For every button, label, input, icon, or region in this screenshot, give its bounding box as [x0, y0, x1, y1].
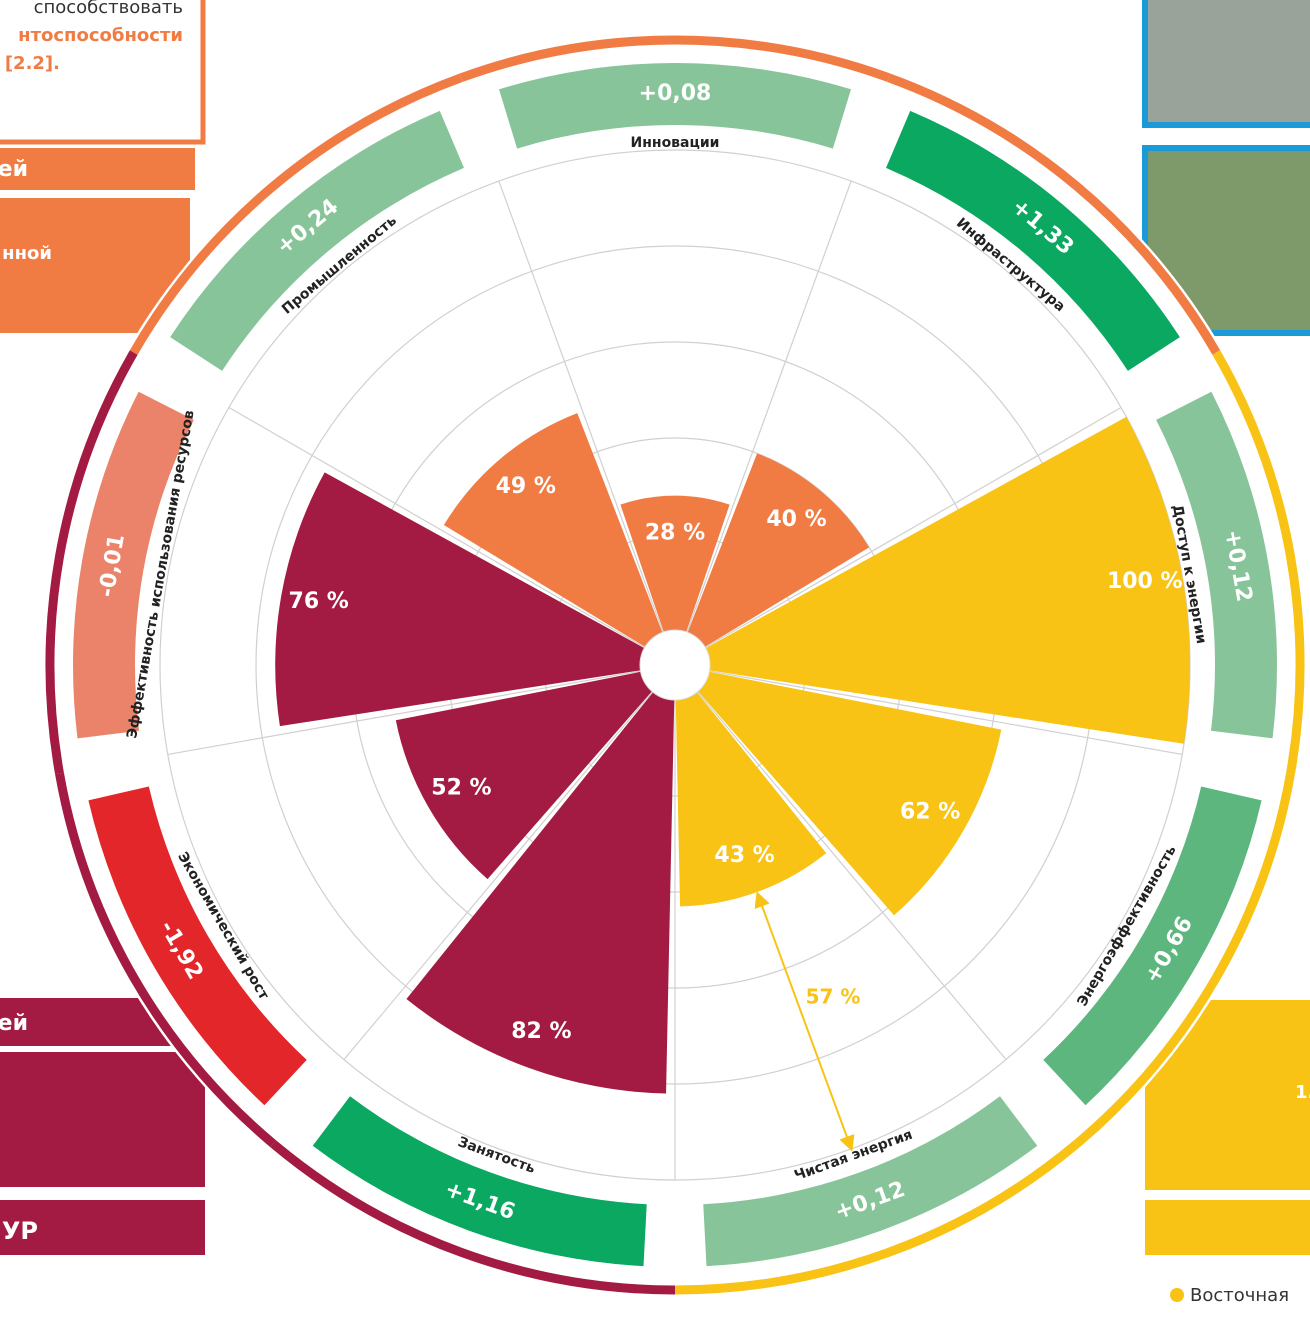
score-label: +0,08 [639, 81, 712, 106]
ring [45, 350, 138, 775]
side-text: нтоспособности [18, 25, 183, 46]
wedge [275, 472, 645, 727]
wedge [698, 671, 1002, 916]
panel-header [0, 1200, 205, 1255]
grid-spoke [498, 180, 664, 633]
score-band [498, 63, 852, 149]
text-panel [0, 0, 206, 145]
score-band [170, 110, 465, 371]
category-label: Инновации [631, 135, 720, 151]
panel [0, 1052, 205, 1187]
wedge [443, 413, 663, 647]
value-label: 40 % [766, 507, 826, 532]
grid-spoke [343, 691, 653, 1060]
ring [674, 1140, 1080, 1295]
value-label: 62 % [900, 799, 960, 824]
value-label: 49 % [496, 474, 556, 499]
side-text: ей [0, 157, 28, 182]
ring [129, 73, 463, 355]
wedge [620, 495, 730, 632]
photo [1142, 145, 1310, 336]
panel-header [1145, 1200, 1310, 1255]
wedge [687, 453, 870, 647]
side-text: способствовать [34, 0, 183, 18]
score-band [703, 1096, 1038, 1267]
wedge [705, 416, 1190, 744]
ring [1212, 350, 1305, 775]
grid-spoke [167, 670, 641, 756]
grid-spoke [686, 180, 852, 633]
annotation: 57 % [806, 985, 861, 1009]
score-band [1156, 391, 1277, 739]
center-hole [639, 629, 711, 701]
side-text: нной [2, 243, 52, 264]
wedge [675, 692, 827, 907]
side-text: Восточная [1190, 1285, 1289, 1306]
grid-spoke [697, 691, 1007, 1060]
side-text: ей [0, 1011, 28, 1036]
score-band [88, 786, 307, 1106]
value-label: 52 % [431, 775, 491, 800]
grid-spoke [705, 406, 1122, 649]
ring [887, 73, 1221, 355]
value-label: 76 % [289, 589, 349, 614]
ring [1073, 772, 1295, 1148]
value-label: 43 % [714, 843, 774, 868]
ring [270, 1140, 676, 1295]
side-text: а [2.2]. [0, 53, 60, 74]
value-label: 100 % [1107, 569, 1183, 594]
panel-header [0, 148, 195, 190]
annotation-arrow [754, 891, 855, 1152]
legend-dot [1170, 1288, 1184, 1302]
score-band [312, 1096, 647, 1267]
side-text: УР [2, 1217, 38, 1245]
score-band [72, 391, 194, 739]
ring [55, 772, 277, 1148]
grid-spoke [228, 406, 645, 649]
wedge [395, 671, 652, 880]
wedge [406, 692, 675, 1094]
score-band [885, 110, 1180, 371]
grid-spoke [709, 670, 1183, 756]
side-text: 1. [1295, 1082, 1310, 1103]
value-label: 28 % [645, 521, 705, 546]
ring [459, 35, 891, 82]
value-label: 82 % [511, 1019, 571, 1044]
photo [1142, 0, 1310, 128]
score-band [1043, 786, 1262, 1106]
